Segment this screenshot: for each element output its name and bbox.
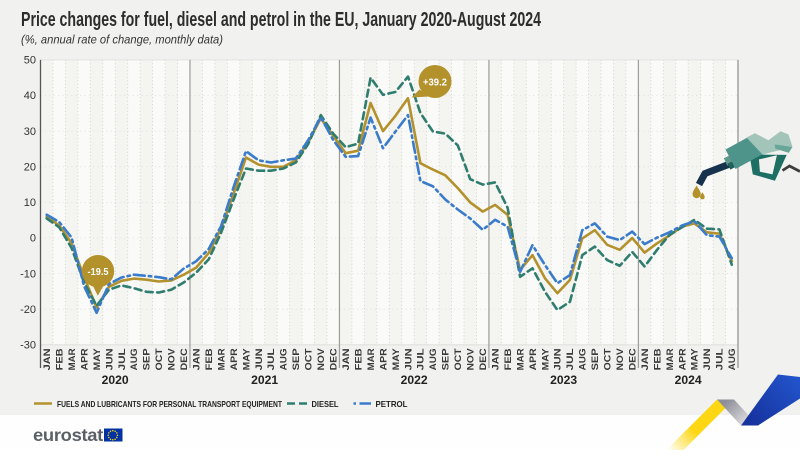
svg-text:DEC: DEC — [179, 348, 189, 371]
svg-text:OCT: OCT — [453, 348, 463, 371]
svg-text:NOV: NOV — [316, 348, 326, 370]
svg-text:40: 40 — [24, 90, 36, 102]
svg-text:DEC: DEC — [329, 348, 339, 371]
svg-text:AUG: AUG — [578, 348, 588, 370]
svg-text:MAR: MAR — [366, 348, 376, 371]
svg-text:AUG: AUG — [279, 348, 289, 370]
svg-text:(%, annual rate of change, mon: (%, annual rate of change, monthly data) — [21, 33, 223, 47]
svg-text:-30: -30 — [20, 340, 36, 352]
svg-text:eurostat: eurostat — [33, 425, 103, 445]
svg-text:MAY: MAY — [241, 348, 251, 370]
svg-text:-19.5: -19.5 — [88, 266, 109, 278]
svg-text:10: 10 — [24, 197, 36, 209]
svg-text:FEB: FEB — [503, 348, 513, 371]
svg-text:MAR: MAR — [216, 348, 226, 371]
svg-text:MAY: MAY — [540, 348, 550, 370]
svg-text:FEB: FEB — [652, 348, 662, 371]
svg-text:JAN: JAN — [42, 348, 52, 370]
svg-text:MAR: MAR — [515, 348, 525, 371]
svg-text:JAN: JAN — [490, 348, 500, 370]
svg-text:JAN: JAN — [640, 348, 650, 370]
svg-text:FEB: FEB — [204, 348, 214, 371]
svg-text:NOV: NOV — [167, 348, 177, 370]
svg-text:MAY: MAY — [690, 348, 700, 370]
svg-text:50: 50 — [24, 55, 36, 67]
svg-text:MAY: MAY — [391, 348, 401, 370]
svg-text:2022: 2022 — [401, 375, 428, 387]
svg-text:JUL: JUL — [565, 348, 575, 371]
svg-text:JUL: JUL — [715, 348, 725, 371]
svg-text:OCT: OCT — [603, 348, 613, 371]
svg-text:DEC: DEC — [478, 348, 488, 371]
svg-text:FEB: FEB — [353, 348, 363, 371]
svg-text:0: 0 — [30, 233, 36, 245]
svg-text:OCT: OCT — [154, 348, 164, 371]
svg-text:SEP: SEP — [590, 348, 600, 370]
svg-text:FUELS AND LUBRICANTS FOR PERSO: FUELS AND LUBRICANTS FOR PERSONAL TRANSP… — [57, 399, 282, 409]
svg-text:AUG: AUG — [727, 348, 737, 370]
svg-text:JUL: JUL — [416, 348, 426, 371]
svg-text:2021: 2021 — [251, 375, 279, 387]
svg-text:OCT: OCT — [304, 348, 314, 371]
svg-text:APR: APR — [229, 348, 239, 371]
svg-text:AUG: AUG — [129, 348, 139, 370]
svg-text:30: 30 — [24, 126, 36, 138]
svg-text:2020: 2020 — [102, 375, 129, 387]
svg-text:JUN: JUN — [702, 348, 712, 370]
svg-text:JUN: JUN — [553, 348, 563, 370]
svg-text:APR: APR — [528, 348, 538, 371]
svg-text:DEC: DEC — [628, 348, 638, 371]
svg-text:NOV: NOV — [466, 348, 476, 370]
svg-text:SEP: SEP — [142, 348, 152, 370]
svg-text:+39.2: +39.2 — [423, 76, 447, 88]
svg-text:SEP: SEP — [291, 348, 301, 370]
svg-text:SEP: SEP — [441, 348, 451, 370]
svg-text:NOV: NOV — [615, 348, 625, 370]
svg-text:20: 20 — [24, 161, 36, 173]
svg-text:2023: 2023 — [550, 375, 577, 387]
svg-text:JAN: JAN — [341, 348, 351, 370]
svg-text:APR: APR — [79, 348, 89, 371]
svg-text:MAR: MAR — [67, 348, 77, 371]
svg-text:Price changes for fuel, diesel: Price changes for fuel, diesel and petro… — [21, 9, 542, 31]
svg-text:JAN: JAN — [192, 348, 202, 370]
svg-text:PETROL: PETROL — [376, 399, 408, 409]
svg-text:JUN: JUN — [254, 348, 264, 370]
svg-text:JUL: JUL — [117, 348, 127, 371]
svg-text:FEB: FEB — [55, 348, 65, 371]
svg-text:JUN: JUN — [104, 348, 114, 370]
svg-text:2024: 2024 — [675, 375, 703, 387]
svg-text:-20: -20 — [20, 304, 36, 316]
svg-text:AUG: AUG — [428, 348, 438, 370]
svg-text:APR: APR — [378, 348, 388, 371]
svg-text:JUL: JUL — [266, 348, 276, 371]
svg-text:DIESEL: DIESEL — [312, 399, 339, 409]
svg-text:-10: -10 — [20, 268, 36, 280]
svg-text:MAR: MAR — [665, 348, 675, 371]
svg-text:JUN: JUN — [403, 348, 413, 370]
svg-text:MAY: MAY — [92, 348, 102, 370]
svg-text:APR: APR — [677, 348, 687, 371]
